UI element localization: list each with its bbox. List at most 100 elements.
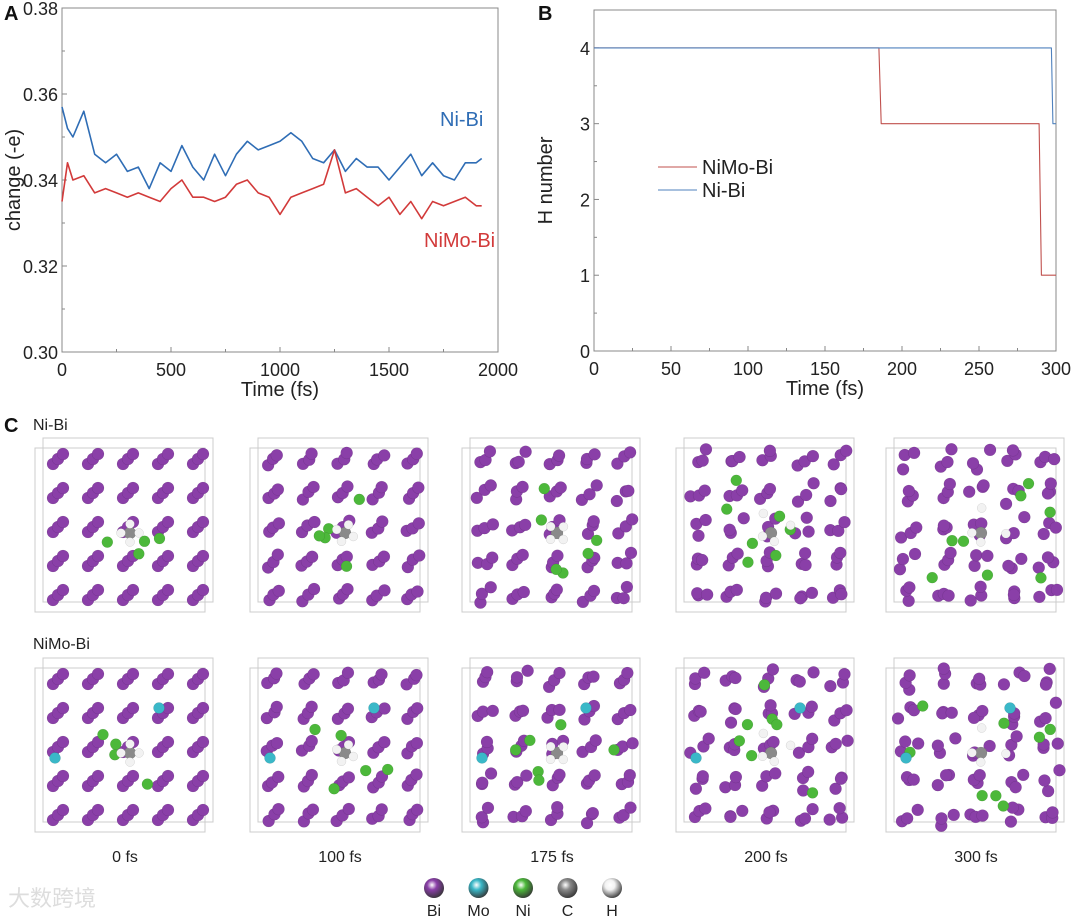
bi-atom [625, 513, 639, 526]
y-tick-label: 0.36 [23, 85, 58, 105]
bi-atom [839, 444, 853, 457]
x-tick-label: 50 [661, 359, 681, 379]
bi-atom [1009, 781, 1022, 794]
bi-atom [798, 546, 812, 560]
cell-box-front [34, 447, 206, 613]
mo-atom [900, 752, 912, 764]
chart-b-legend: NiMo-Bi Ni-Bi [658, 157, 773, 202]
h-atom [558, 534, 569, 545]
h-atom [976, 503, 987, 513]
bi-atom [723, 523, 736, 537]
bi-atom [341, 582, 354, 596]
bi-atom [91, 667, 105, 681]
y-tick-label: 1 [580, 266, 590, 286]
bi-atom [91, 769, 105, 783]
bi-atom [161, 667, 175, 681]
structure-snapshots [34, 437, 1066, 833]
series-line-ni-bi [594, 47, 1056, 125]
bi-atom [736, 804, 749, 818]
bi-atom [898, 735, 912, 748]
bi-atom [480, 665, 494, 679]
ni-atom [335, 729, 347, 742]
bi-atom [763, 482, 777, 496]
bi-atom [56, 735, 70, 749]
mo-atom [1004, 702, 1016, 714]
bi-atom [272, 584, 286, 598]
bi-atom [891, 712, 905, 725]
bi-atom [1044, 477, 1058, 490]
bi-atom [689, 782, 703, 795]
bi-atom [729, 770, 743, 784]
y-axis-label: change (-e) [3, 129, 25, 231]
bi-atom [699, 443, 713, 456]
ni-atom [359, 764, 372, 777]
series-line-nimo-bi [594, 47, 1056, 276]
bi-atom [763, 805, 776, 819]
cell-box-front [34, 667, 206, 833]
bi-atom [196, 701, 210, 715]
bi-atom [696, 454, 709, 467]
bi-atom [551, 549, 564, 562]
bi-atom [1047, 452, 1061, 466]
cell-box-back [893, 657, 1065, 823]
bi-atom [56, 549, 70, 563]
bi-atom [587, 515, 600, 528]
bi-atom [550, 583, 564, 596]
bi-atom [911, 803, 924, 817]
bi-atom [588, 448, 601, 461]
bi-atom [376, 515, 389, 528]
bi-atom [552, 449, 566, 462]
bi-atom [724, 810, 737, 824]
structure-panel [461, 657, 641, 833]
bi-atom [161, 447, 175, 461]
bi-atom [56, 583, 70, 597]
bi-atom [412, 517, 426, 530]
y-tick-label: 0.32 [23, 257, 58, 277]
bi-atom [1007, 588, 1021, 602]
h-atom [545, 754, 556, 765]
bi-atom [834, 772, 848, 786]
bi-atom [827, 458, 840, 471]
y-axis-label: H number [535, 136, 557, 224]
bi-atom [305, 768, 319, 782]
ni-atom [101, 536, 114, 548]
bi-atom [696, 770, 710, 783]
bi-atom [271, 548, 285, 561]
cell-box-front [461, 667, 633, 833]
bi-atom [695, 553, 709, 567]
bi-atom [410, 701, 424, 715]
atom-legend: Bi Mo Ni C H [424, 878, 622, 920]
time-label: 175 fs [530, 849, 574, 866]
bi-atom [307, 667, 320, 681]
bi-atom [806, 802, 819, 816]
mo-atom [794, 702, 806, 714]
legend-atom-label: Ni [515, 903, 530, 920]
x-tick-label: 250 [964, 359, 994, 379]
ni-atom [509, 744, 522, 756]
mo-atom [264, 752, 276, 764]
bi-atom [805, 732, 819, 746]
bi-atom [161, 515, 175, 529]
bi-atom [588, 769, 601, 782]
bi-atom [1010, 730, 1023, 743]
bi-atom [769, 767, 782, 780]
x-axis-label: Time (fs) [241, 379, 319, 401]
bi-atom [270, 449, 284, 462]
bi-atom [1002, 559, 1015, 573]
h-atom [336, 756, 347, 767]
bi-atom [943, 477, 957, 491]
bi-atom [799, 488, 813, 502]
bi-atom [91, 583, 105, 597]
bi-atom [1049, 696, 1063, 709]
bi-atom [942, 589, 955, 602]
panel-label-b: B [538, 3, 552, 25]
bi-atom [412, 549, 426, 562]
plot-frame [61, 7, 499, 353]
bi-atom [586, 806, 600, 820]
bi-atom [470, 491, 484, 505]
bi-atom [1037, 527, 1050, 541]
bi-atom [510, 670, 524, 684]
bi-atom [976, 704, 989, 718]
bi-atom [949, 732, 962, 745]
bi-atom [587, 670, 600, 683]
